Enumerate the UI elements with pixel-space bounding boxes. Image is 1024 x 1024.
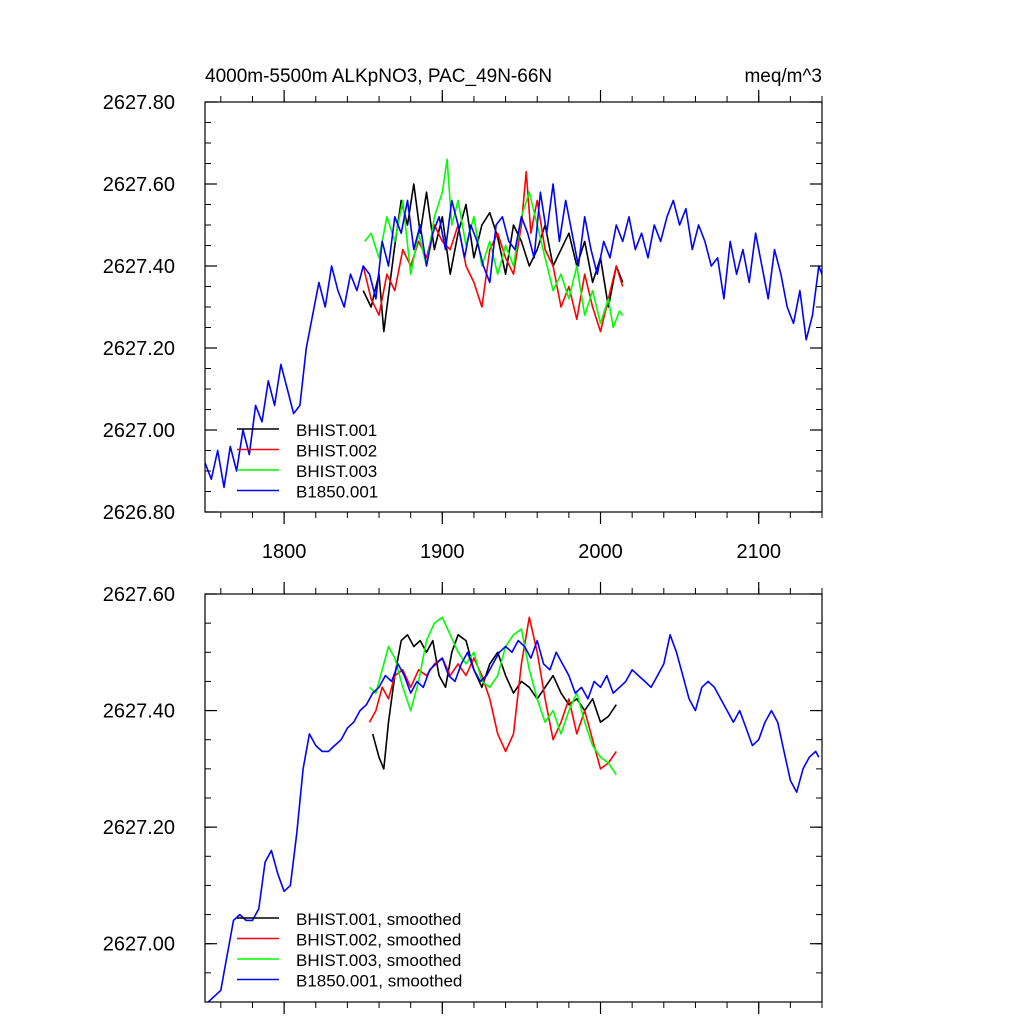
y-tick-label: 2627.60 [103,584,175,606]
chart-units-label: meq/m^3 [744,66,822,87]
series-line-2 [364,158,624,329]
legend-label: BHIST.002 [296,442,377,461]
y-tick-label: 2627.00 [103,420,175,442]
series-line-1 [362,170,624,333]
legend-label: B1850.001, smoothed [296,972,462,991]
bottom-panel: 2627.00 2627.20 2627.40 2627.60 BHIST.001, s… [103,582,823,1014]
legend-label: BHIST.003, smoothed [296,951,461,970]
y-tick-label: 2627.40 [103,256,175,278]
legend-label: BHIST.003 [296,462,377,481]
y-tick-label: 2627.40 [103,701,175,723]
x-tick-label: 1900 [420,541,465,563]
y-tick-label: 2627.80 [103,92,175,114]
legend-label: BHIST.002, smoothed [296,931,461,950]
x-tick-label: 2100 [736,541,781,563]
y-tick-label: 2627.20 [103,338,175,360]
y-tick-label: 2627.00 [103,934,175,956]
series-line-2 [368,616,617,776]
legend-label: B1850.001 [296,483,378,502]
series-lines [207,616,820,1002]
series-line-3 [207,633,820,1002]
legend-label: BHIST.001 [296,421,377,440]
x-tick-label: 2000 [578,541,623,563]
series-line-3 [205,183,822,489]
y-tick-label: 2627.60 [103,174,175,196]
series-lines [205,158,822,489]
chart-title-left: 4000m-5500m ALKpNO3, PAC_49N-66N [205,66,552,87]
series-line-1 [368,616,617,770]
top-panel: 2626.80 2627.00 2627.20 2627.40 2627.60 2627.… [103,90,823,563]
y-tick-label: 2627.20 [103,817,175,839]
y-tick-label: 2626.80 [103,502,175,524]
series-line-0 [371,633,617,770]
legend-label: BHIST.001, smoothed [296,910,461,929]
x-tick-label: 1800 [262,541,307,563]
legend: BHIST.001, smoothed BHIST.002, smoothedBH… [237,910,462,991]
